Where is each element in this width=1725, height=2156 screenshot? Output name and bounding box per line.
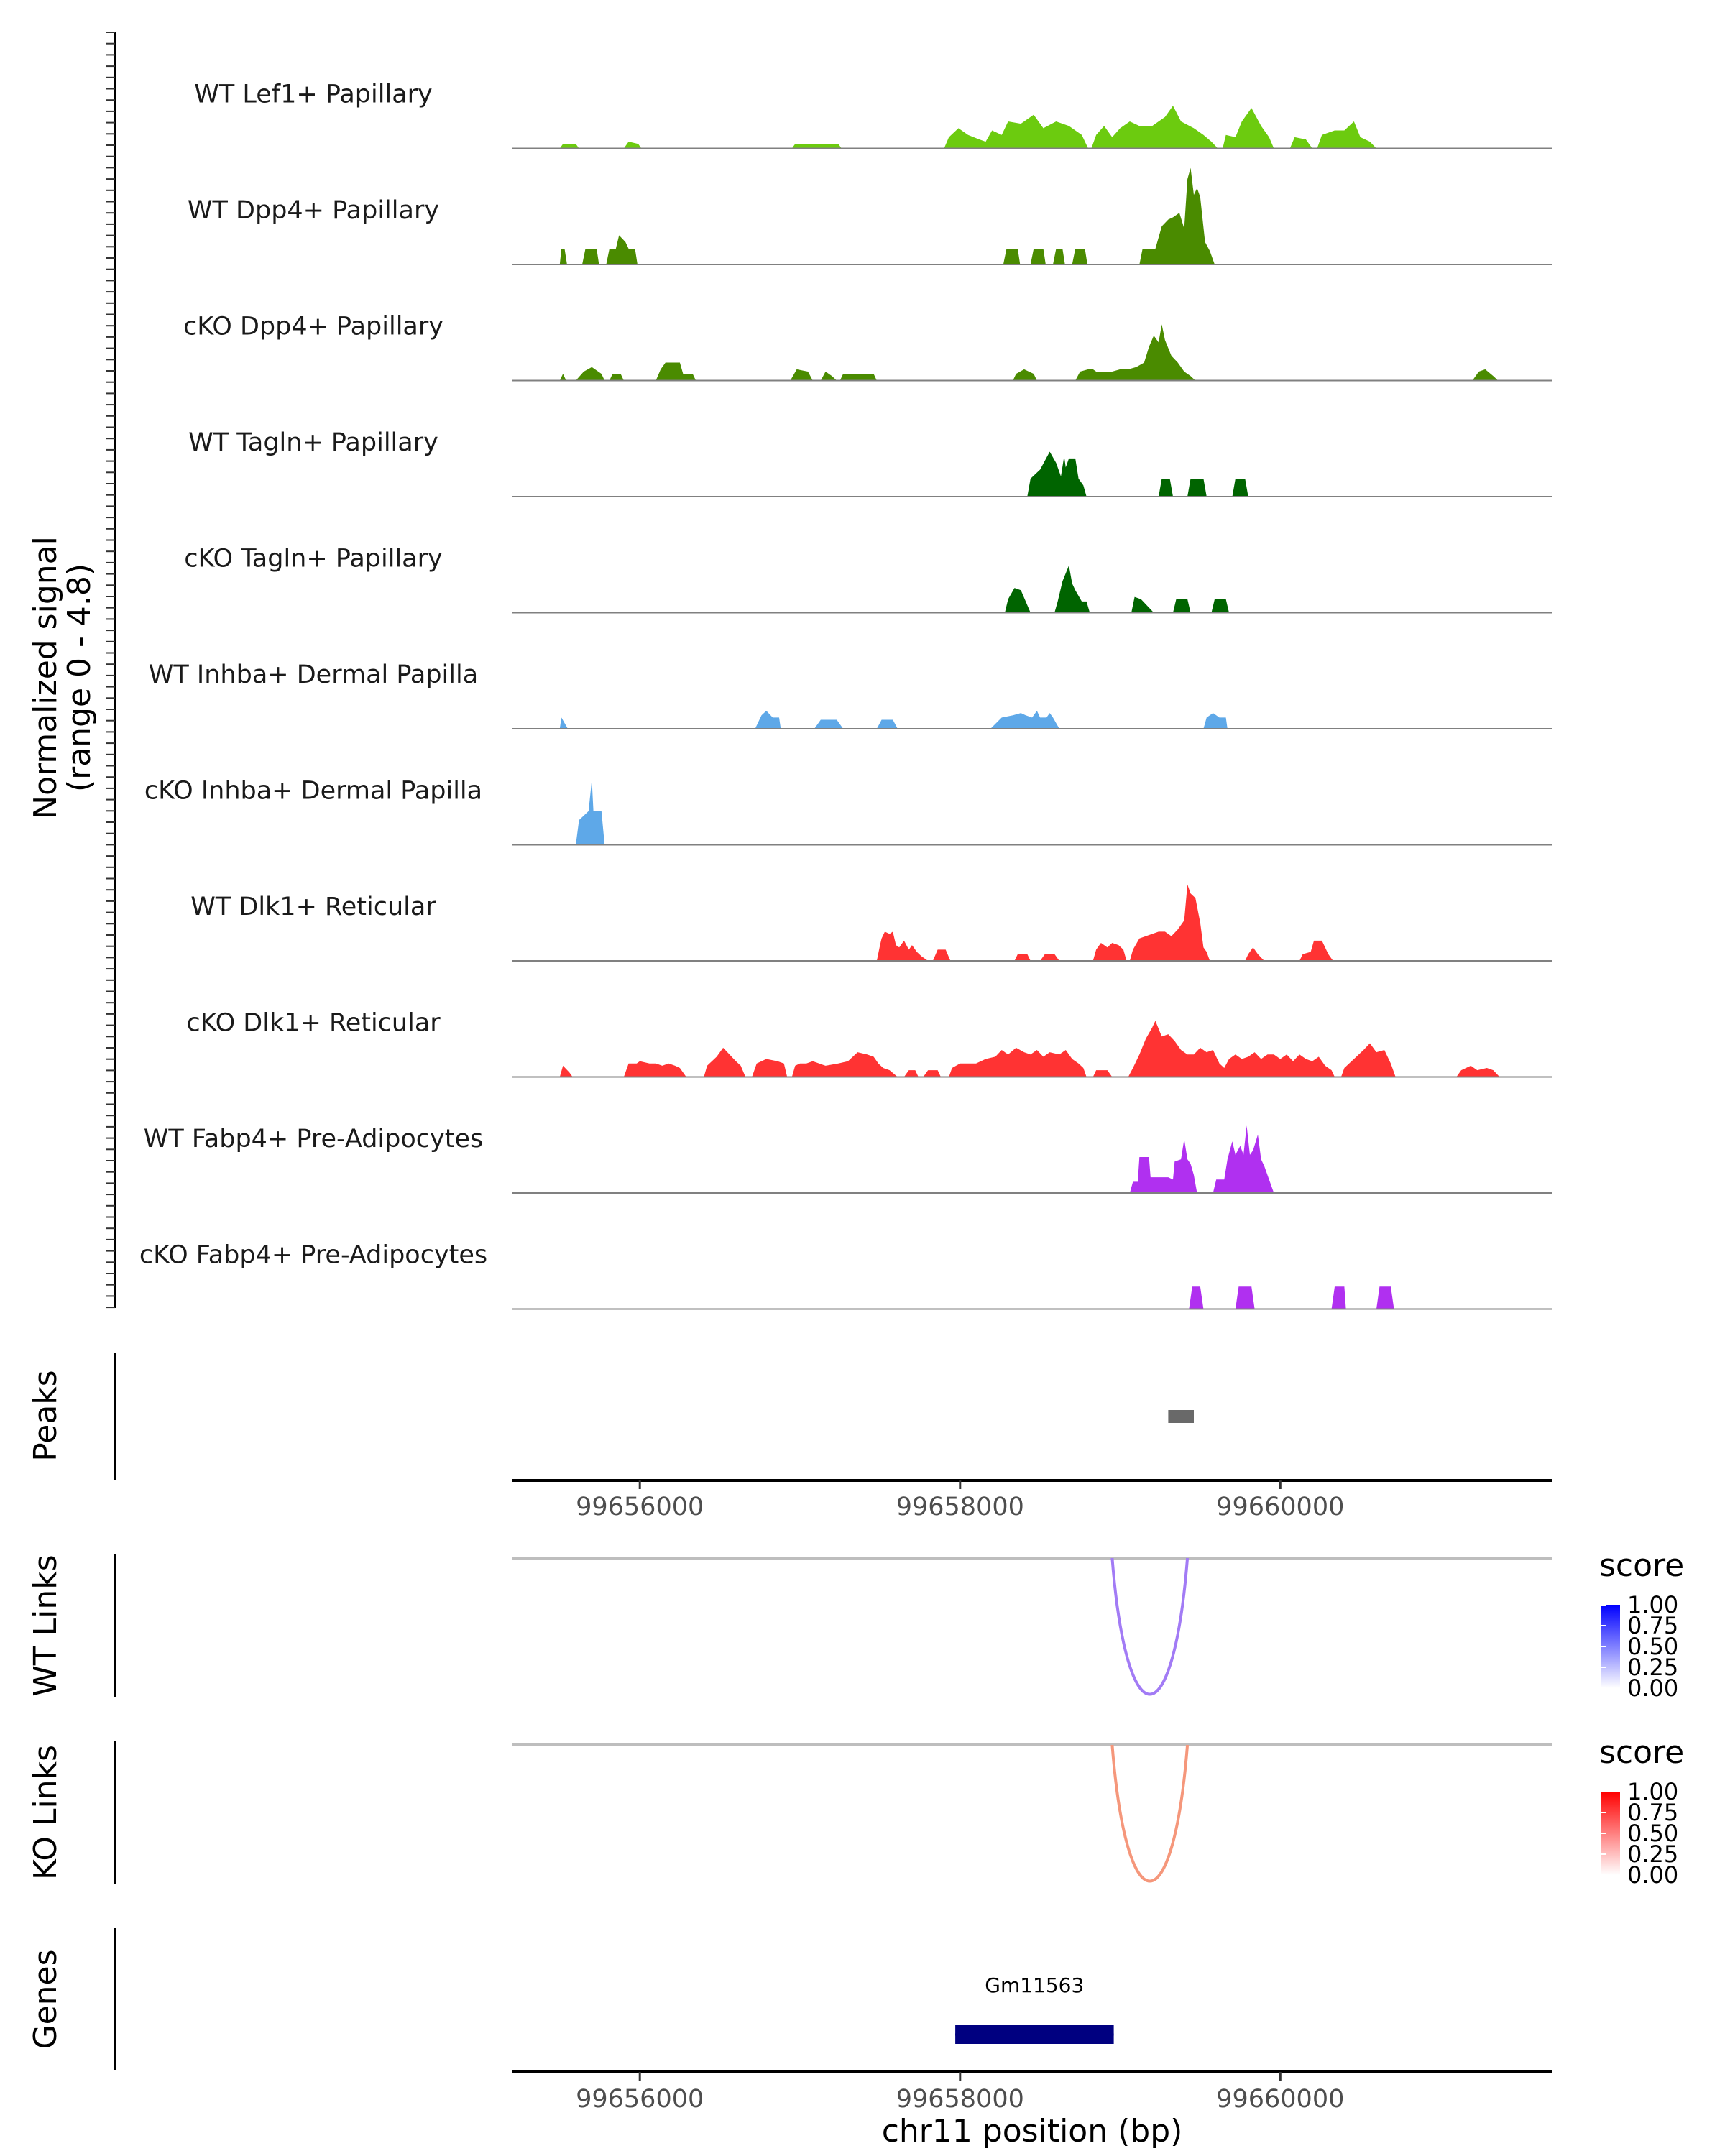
legend-tick-label: 0.50 [1627,1633,1678,1660]
coverage-track: cKO Inhba+ Dermal Papilla [144,777,1552,846]
track-label: WT Inhba+ Dermal Papilla [149,660,478,689]
coverage-y-ticks [106,32,115,1309]
ko-links-score-legend: score 1.000.750.500.250.00 [1599,1734,1684,1889]
wt-links-label: WT Links [27,1554,64,1696]
coverage-panel: Normalized signal (range 0 - 4.8) WT Lef… [27,32,1552,1310]
coverage-area [559,167,1215,264]
track-label: cKO Tagln+ Papillary [184,545,443,573]
coverage-ylabel-line1: Normalized signal [27,536,64,819]
genes-panel: Genes Gm11563 99656000 99658000 99660000 c… [27,1928,1552,2150]
track-label: WT Fabp4+ Pre-Adipocytes [144,1125,483,1153]
link-arc [1110,1744,1190,1883]
x-tick-label: 99656000 [576,1493,704,1521]
track-label: WT Dpp4+ Papillary [188,196,439,225]
gene-marks: Gm11563 [955,1973,1114,2044]
coverage-track: WT Tagln+ Papillary [188,428,1552,497]
coverage-area [559,106,1376,149]
coverage-track: cKO Dpp4+ Papillary [183,313,1552,382]
legend-tick-label: 0.25 [1627,1654,1678,1681]
track-label: WT Dlk1+ Reticular [190,893,436,921]
track-label: WT Tagln+ Papillary [188,428,438,457]
coverage-track: WT Lef1+ Papillary [194,80,1552,149]
coverage-track: cKO Dlk1+ Reticular [186,1009,1552,1078]
coverage-track: WT Inhba+ Dermal Papilla [149,660,1552,729]
x-tick-label: 99660000 [1216,1493,1344,1521]
wt-links-score-legend: score 1.000.750.500.250.00 [1599,1547,1684,1702]
coverage-area [1189,1286,1394,1309]
legend-tick-label: 0.75 [1627,1612,1678,1639]
coverage-area [559,1021,1500,1077]
coverage-track: cKO Tagln+ Papillary [184,545,1552,614]
legend-tick-label: 0.25 [1627,1841,1678,1868]
wt-links-panel: WT Links score 1.000.750.500.250.00 [27,1547,1684,1702]
ko-link-arcs [512,1743,1552,1883]
track-label: cKO Fabp4+ Pre-Adipocytes [139,1241,487,1270]
legend-tick-label: 0.00 [1627,1674,1678,1702]
ko-links-panel: KO Links score 1.000.750.500.250.00 [27,1734,1684,1889]
coverage-area [1027,451,1248,497]
gene-name: Gm11563 [985,1973,1084,1997]
legend-tick-label: 1.00 [1627,1778,1678,1805]
legend-tick-label: 0.50 [1627,1820,1678,1847]
peak-marks [1168,1410,1194,1423]
x-tick-label: 99656000 [576,2085,704,2114]
x-tick-label: 99660000 [1216,2085,1344,2114]
coverage-tracks: WT Lef1+ Papillary WT Dpp4+ Papillary cKO … [139,80,1552,1310]
coverage-area [1005,565,1229,613]
coverage-track: WT Dpp4+ Papillary [188,167,1552,265]
legend-title: score [1599,1547,1684,1584]
coverage-track: cKO Fabp4+ Pre-Adipocytes [139,1241,1552,1310]
peaks-panel: Peaks 99656000 99658000 99660000 [27,1353,1552,1521]
coverage-area [1129,1125,1274,1193]
coverage-area [576,779,605,845]
legend-tick-label: 1.00 [1627,1591,1678,1618]
track-label: cKO Dpp4+ Papillary [183,313,443,341]
ko-links-label: KO Links [27,1745,64,1880]
coverage-track: WT Fabp4+ Pre-Adipocytes [144,1125,1552,1194]
coverage-track: WT Dlk1+ Reticular [190,884,1552,962]
genes-label: Genes [27,1949,64,2049]
x-axis-ticks-bottom: 99656000 99658000 99660000 [576,2072,1344,2114]
legend-tick-label: 0.75 [1627,1799,1678,1826]
track-label: cKO Dlk1+ Reticular [186,1009,441,1038]
x-tick-label: 99658000 [896,2085,1024,2114]
peak-mark [1168,1410,1194,1423]
link-arc [1110,1557,1190,1696]
track-label: WT Lef1+ Papillary [194,80,433,109]
legend-title: score [1599,1734,1684,1771]
wt-link-arcs [512,1557,1552,1696]
x-axis-title: chr11 position (bp) [882,2113,1183,2150]
track-label: cKO Inhba+ Dermal Papilla [144,777,482,806]
x-tick-label: 99658000 [896,1493,1024,1521]
coverage-ylabel-line2: (range 0 - 4.8) [61,563,98,792]
x-axis-ticks-top: 99656000 99658000 99660000 [576,1480,1344,1521]
legend-tick-label: 0.00 [1627,1861,1678,1889]
coverage-area [559,711,1228,729]
peaks-label: Peaks [27,1370,64,1461]
